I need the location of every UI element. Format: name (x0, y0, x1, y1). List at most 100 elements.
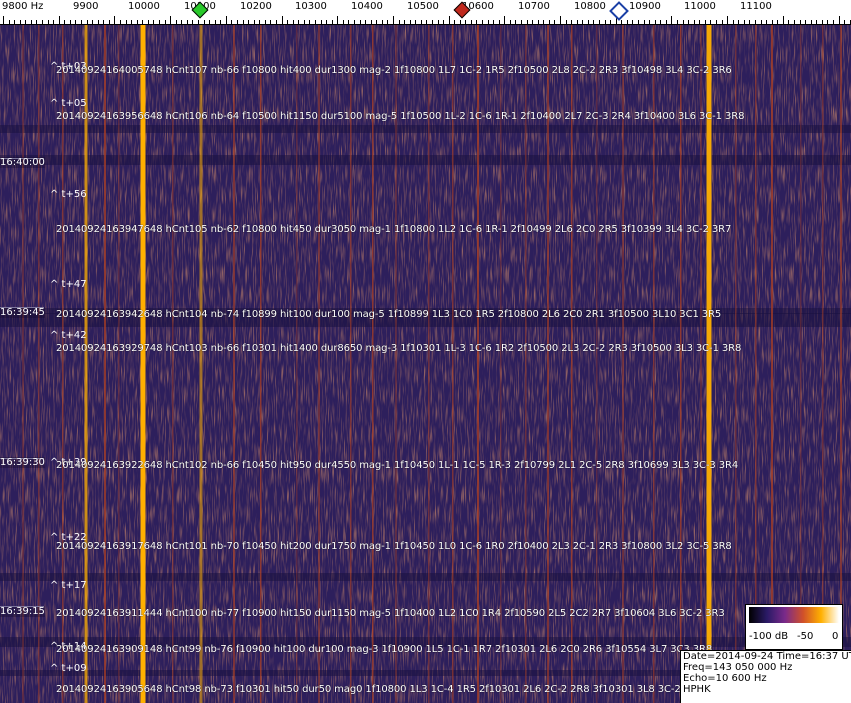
ruler-tick (64, 20, 66, 24)
event-record[interactable]: 20140924163917648 hCnt101 nb-70 f10450 h… (56, 541, 732, 552)
weak-signal-line (104, 25, 106, 703)
ruler-tick (337, 16, 339, 24)
info-date-time: Date=2014-09-24 Time=16:37 UTC (683, 651, 851, 662)
frequency-ruler[interactable]: 9800 Hz 9900 10000 10100 10200 10300 104… (0, 0, 851, 25)
ruler-tick (782, 16, 784, 24)
ruler-tick-label: 10500 (407, 1, 439, 12)
time-divider (0, 458, 44, 459)
ruler-tick (638, 20, 639, 24)
ruler-tick (186, 20, 188, 24)
ruler-tick (220, 20, 222, 24)
ruler-tick (610, 20, 612, 24)
weak-signal-line (452, 25, 454, 703)
time-offset-label: ^ t+42 (50, 330, 87, 341)
ruler-tick (175, 20, 177, 24)
weak-signal-line (372, 25, 374, 703)
weak-signal-line (700, 25, 702, 703)
ruler-tick (716, 20, 717, 24)
ruler-tick (810, 20, 812, 24)
ruler-tick (331, 20, 333, 24)
ruler-tick (532, 20, 534, 24)
strong-signal-line (140, 25, 146, 703)
dark-band (0, 308, 851, 314)
event-record[interactable]: 20140924163909148 hCnt99 nb-76 f10900 hi… (56, 644, 713, 655)
ruler-tick (548, 20, 550, 24)
strong-signal-line (199, 25, 203, 703)
time-offset-label: ^ t+17 (50, 580, 87, 591)
time-offset-label: ^ t+47 (50, 279, 87, 290)
ruler-tick (470, 20, 472, 24)
ruler-tick (554, 20, 556, 24)
event-record[interactable]: 20140924163942648 hCnt104 nb-74 f10899 h… (56, 309, 722, 320)
ruler-tick (97, 20, 99, 24)
ruler-tick (348, 20, 350, 24)
ruler-tick (593, 20, 595, 24)
ruler-tick (30, 20, 32, 24)
ruler-tick (86, 20, 88, 24)
time-label: 16:39:45 (0, 307, 45, 318)
color-scale-bar (749, 607, 839, 623)
ruler-tick (47, 20, 49, 24)
ruler-tick (838, 16, 840, 24)
ruler-tick-label: 11000 (684, 1, 716, 12)
ruler-tick (92, 20, 94, 24)
ruler-tick (248, 20, 250, 24)
ruler-tick (236, 20, 238, 24)
ruler-tick (25, 20, 27, 24)
dark-band (0, 670, 851, 676)
ruler-tick (482, 20, 483, 24)
ruler-tick (142, 20, 144, 24)
ruler-tick (159, 20, 160, 24)
ruler-tick (621, 20, 623, 24)
ruler-tick-label: 9900 (73, 1, 99, 12)
ruler-tick (665, 20, 667, 24)
weak-signal-line (233, 25, 235, 703)
ruler-tick (727, 16, 729, 24)
ruler-tick (387, 20, 389, 24)
event-record[interactable]: 20140924163905648 hCnt98 nb-73 f10301 hi… (56, 684, 704, 695)
weak-signal-line (477, 25, 479, 703)
ruler-tick (120, 20, 121, 24)
event-record[interactable]: 20140924163956648 hCnt106 nb-64 f10500 h… (56, 111, 745, 122)
event-record[interactable]: 20140924163922648 hCnt102 nb-66 f10450 h… (56, 460, 739, 471)
ruler-tick (392, 16, 394, 24)
blue-marker-icon[interactable] (609, 1, 629, 21)
ruler-tick (587, 20, 589, 24)
ruler-tick (114, 16, 116, 24)
ruler-tick (314, 20, 316, 24)
ruler-tick (454, 20, 456, 24)
ruler-tick (576, 20, 578, 24)
ruler-tick (259, 20, 261, 24)
ruler-tick (626, 20, 628, 24)
event-record[interactable]: 20140924163929748 hCnt103 nb-66 f10301 h… (56, 343, 742, 354)
ruler-tick (710, 20, 712, 24)
ruler-tick (743, 20, 745, 24)
legend-max-label: 0 (832, 631, 839, 642)
weak-signal-line (571, 25, 573, 703)
weak-signal-line (172, 25, 174, 703)
ruler-tick (108, 20, 110, 24)
event-record[interactable]: 20140924163947648 hCnt105 nb-62 f10800 h… (56, 224, 732, 235)
ruler-tick (721, 20, 723, 24)
ruler-tick (231, 20, 233, 24)
ruler-tick (571, 20, 573, 24)
ruler-tick (543, 20, 545, 24)
ruler-tick (615, 16, 617, 24)
ruler-tick (537, 20, 539, 24)
ruler-tick (699, 20, 701, 24)
ruler-tick (443, 20, 444, 24)
weak-signal-line (500, 25, 502, 703)
event-record[interactable]: 20140924164005748 hCnt107 nb-66 f10800 h… (56, 65, 732, 76)
event-record[interactable]: 20140924163911444 hCnt100 nb-77 f10900 h… (56, 608, 725, 619)
ruler-tick (766, 20, 768, 24)
ruler-tick (732, 20, 734, 24)
ruler-tick (42, 20, 43, 24)
ruler-tick (370, 20, 372, 24)
ruler-tick (459, 20, 461, 24)
weak-signal-line (318, 25, 320, 703)
ruler-tick (844, 20, 846, 24)
info-echo: Echo=10 600 Hz (683, 673, 767, 684)
ruler-tick (504, 16, 506, 24)
spectrogram-canvas[interactable] (0, 25, 851, 703)
